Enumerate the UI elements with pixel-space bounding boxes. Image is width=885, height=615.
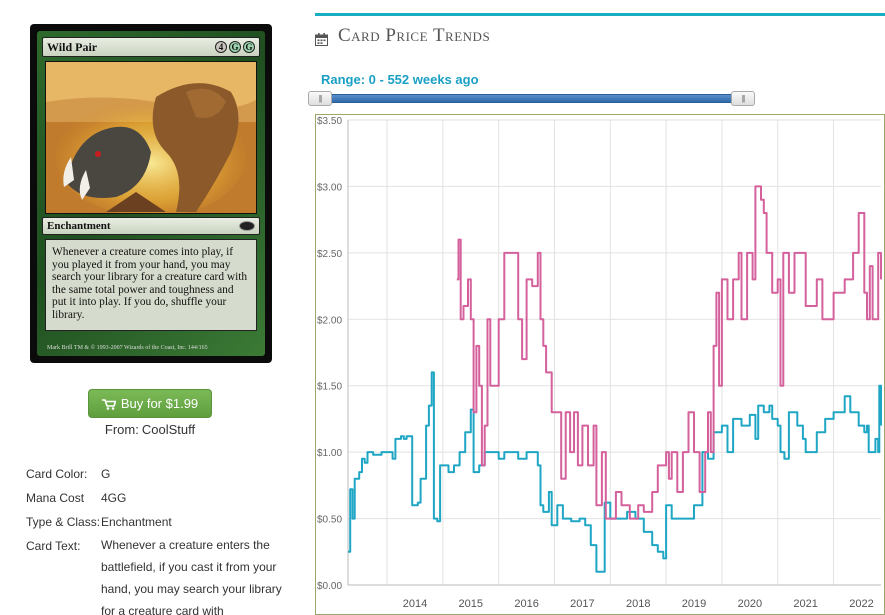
card-artist: Mark Brill (47, 345, 73, 351)
y-tick-label: $3.50 (317, 116, 342, 127)
range-slider-min-handle[interactable]: ||| (308, 91, 332, 106)
detail-key: Mana Cost (26, 491, 85, 505)
detail-value: G (101, 467, 111, 481)
card-name-bar: Wild Pair 4 G G (42, 37, 260, 57)
card-name: Wild Pair (47, 39, 98, 54)
shopping-cart-icon (101, 398, 117, 410)
card-artwork-illustration (46, 62, 256, 213)
section-title: Card Price Trends (338, 25, 491, 46)
seller-line: From: CoolStuff (50, 422, 250, 437)
card-details: Card Color: G Mana Cost 4GG Type & Class… (26, 462, 286, 615)
card-image: Wild Pair 4 G G (30, 24, 272, 363)
x-tick-label: 2014 (403, 598, 427, 610)
buy-button-label: Buy for $1.99 (120, 396, 199, 411)
mana-symbol-green: G (229, 41, 241, 53)
y-tick-label: $0.50 (317, 515, 342, 526)
set-symbol-icon (239, 221, 255, 231)
card-type-bar: Enchantment (42, 217, 260, 235)
detail-value: 4GG (101, 491, 127, 505)
range-slider-max-handle[interactable]: ||| (731, 91, 755, 106)
seller-name: CoolStuff (141, 422, 196, 437)
x-tick-label: 2019 (682, 598, 706, 610)
detail-row-mana-cost: Mana Cost 4GG (26, 486, 286, 510)
price-trend-chart-svg: $0.00 $0.50 $1.00 $1.50 $2.00 $2.50 $3.00 $3.50… (315, 114, 885, 615)
card-credits: Mark Brill TM & © 1993-2007 Wizards of t… (47, 345, 208, 351)
range-slider-track[interactable] (320, 94, 743, 103)
section-top-rule (315, 13, 885, 16)
y-tick-label: $0.00 (317, 581, 342, 592)
series-line-pink (456, 185, 882, 520)
detail-key: Card Color: (26, 467, 88, 481)
detail-row-type: Type & Class: Enchantment (26, 510, 286, 534)
x-tick-label: 2018 (626, 598, 650, 610)
y-tick-label: $3.00 (317, 182, 342, 193)
x-tick-label: 2017 (570, 598, 594, 610)
card-rules-text: Whenever a creature comes into play, if … (45, 239, 257, 331)
x-tick-label: 2016 (514, 598, 538, 610)
x-tick-label: 2020 (738, 598, 762, 610)
x-tick-label: 2022 (849, 598, 873, 610)
mana-symbol-green: G (243, 41, 255, 53)
price-trend-chart: $0.00 $0.50 $1.00 $1.50 $2.00 $2.50 $3.00 $3.50… (315, 114, 885, 615)
detail-row-color: Card Color: G (26, 462, 286, 486)
x-tick-label: 2021 (793, 598, 817, 610)
mana-symbol-generic: 4 (215, 41, 227, 53)
x-tick-label: 2015 (459, 598, 483, 610)
seller-label: From: (104, 422, 139, 437)
y-tick-label: $1.00 (317, 448, 342, 459)
y-tick-label: $1.50 (317, 382, 342, 393)
card-type-line: Enchantment (47, 220, 111, 232)
detail-value: Enchantment (101, 515, 172, 529)
range-label: Range: 0 - 552 weeks ago (321, 72, 479, 87)
calendar-icon (315, 30, 328, 46)
y-tick-label: $2.50 (317, 249, 342, 260)
detail-key: Type & Class: (26, 515, 101, 529)
detail-value: Whenever a creature enters the battlefie… (101, 538, 282, 615)
detail-row-card-text: Card Text: Whenever a creature enters th… (26, 534, 286, 615)
card-frame: Wild Pair 4 G G (37, 31, 265, 356)
series-line-blue (348, 371, 882, 573)
y-tick-label: $2.00 (317, 315, 342, 326)
card-artwork (45, 61, 257, 214)
card-copyright: TM & © 1993-2007 Wizards of the Coast, I… (73, 345, 208, 351)
buy-button[interactable]: Buy for $1.99 (88, 389, 212, 418)
mana-cost-symbols: 4 G G (215, 41, 255, 53)
chart-border (315, 114, 885, 615)
detail-key: Card Text: (26, 539, 81, 553)
range-slider[interactable]: ||| ||| (308, 91, 755, 107)
section-header: Card Price Trends (315, 25, 490, 47)
